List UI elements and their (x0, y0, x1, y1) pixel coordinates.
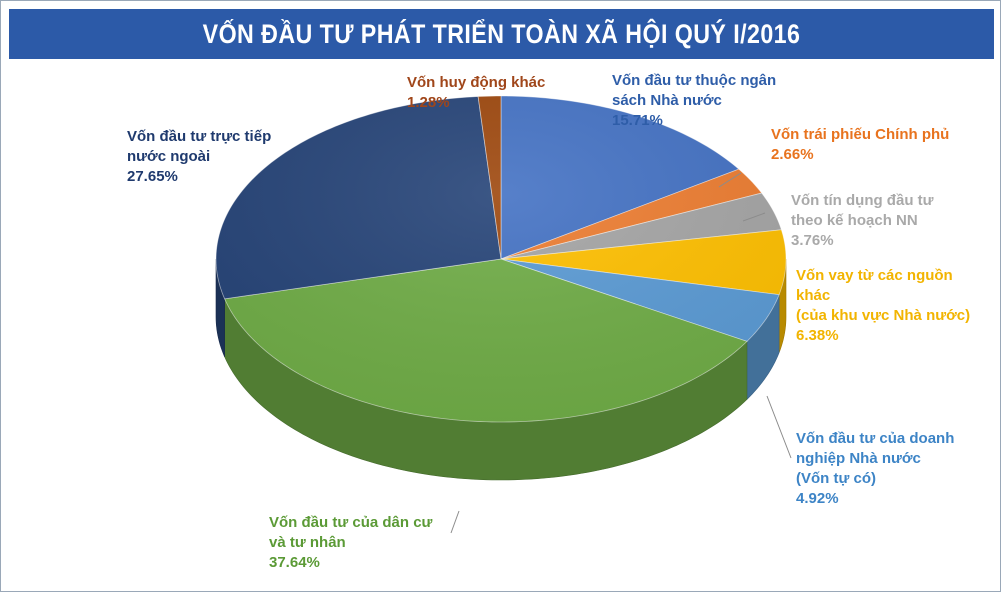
data-label-6: Vốn đầu tư trực tiếp nước ngoài 27.65% (127, 127, 271, 187)
title-bar: VỐN ĐẦU TƯ PHÁT TRIỂN TOÀN XÃ HỘI QUÝ I/… (9, 9, 994, 59)
data-label-4-line-0: Vốn đầu tư của doanh (796, 430, 955, 447)
data-label-0-line-0: Vốn đầu tư thuộc ngân (612, 72, 777, 89)
leader-line-5 (450, 510, 460, 534)
data-label-3-line-2: (của khu vực Nhà nước) (796, 307, 971, 324)
data-label-4: Vốn đầu tư của doanh nghiệp Nhà nước (Vốn … (796, 429, 954, 509)
data-label-2-line-0: Vốn tín dụng đầu tư (791, 192, 934, 209)
leader-line-1 (718, 172, 742, 188)
data-label-3: Vốn vay từ các nguồn khác (của khu vực Nhà… (796, 266, 970, 346)
data-label-2-value: 3.76% (791, 232, 834, 249)
data-label-6-line-0: Vốn đầu tư trực tiếp (127, 128, 272, 145)
data-label-4-line-1: nghiệp Nhà nước (796, 450, 921, 467)
data-label-0-value: 15.71% (612, 112, 663, 129)
data-label-7: Vốn huy động khác 1.28% (407, 73, 545, 113)
data-label-2-line-1: theo kế hoạch NN (791, 212, 918, 229)
chart-title: VỐN ĐẦU TƯ PHÁT TRIỂN TOÀN XÃ HỘI QUÝ I/… (202, 18, 801, 49)
pie-chart (215, 95, 792, 534)
data-label-4-value: 4.92% (796, 490, 839, 507)
data-label-4-line-2: (Vốn tự có) (796, 470, 877, 487)
data-label-6-value: 27.65% (127, 168, 178, 185)
data-label-6-line-1: nước ngoài (127, 148, 211, 165)
chart-area: Vốn đầu tư thuộc ngân sách Nhà nước 15.71%… (1, 63, 1001, 593)
data-label-5-value: 37.64% (269, 554, 320, 571)
pie-glaze (216, 96, 786, 422)
leader-line-4 (766, 395, 792, 459)
data-label-0: Vốn đầu tư thuộc ngân sách Nhà nước 15.71% (612, 71, 776, 131)
data-label-0-line-1: sách Nhà nước (612, 92, 722, 109)
data-label-1-line-0: Vốn trái phiếu Chính phủ (771, 126, 950, 143)
data-label-5: Vốn đầu tư của dân cư và tư nhân 37.64% (269, 513, 432, 573)
data-label-7-line-0: Vốn huy động khác (407, 74, 546, 91)
data-label-2: Vốn tín dụng đầu tư theo kế hoạch NN 3.76% (791, 191, 934, 251)
pie-top (215, 95, 787, 423)
data-label-3-line-0: Vốn vay từ các nguồn (796, 267, 953, 284)
data-label-3-line-1: khác (796, 287, 831, 304)
data-label-1: Vốn trái phiếu Chính phủ 2.66% (771, 125, 949, 165)
data-label-5-line-1: và tư nhân (269, 534, 346, 551)
leader-lines (450, 172, 792, 534)
data-label-3-value: 6.38% (796, 327, 839, 344)
data-label-5-line-0: Vốn đầu tư của dân cư (269, 514, 433, 531)
data-label-1-value: 2.66% (771, 146, 814, 163)
leader-line-2 (742, 212, 766, 222)
data-label-7-value: 1.28% (407, 94, 450, 111)
